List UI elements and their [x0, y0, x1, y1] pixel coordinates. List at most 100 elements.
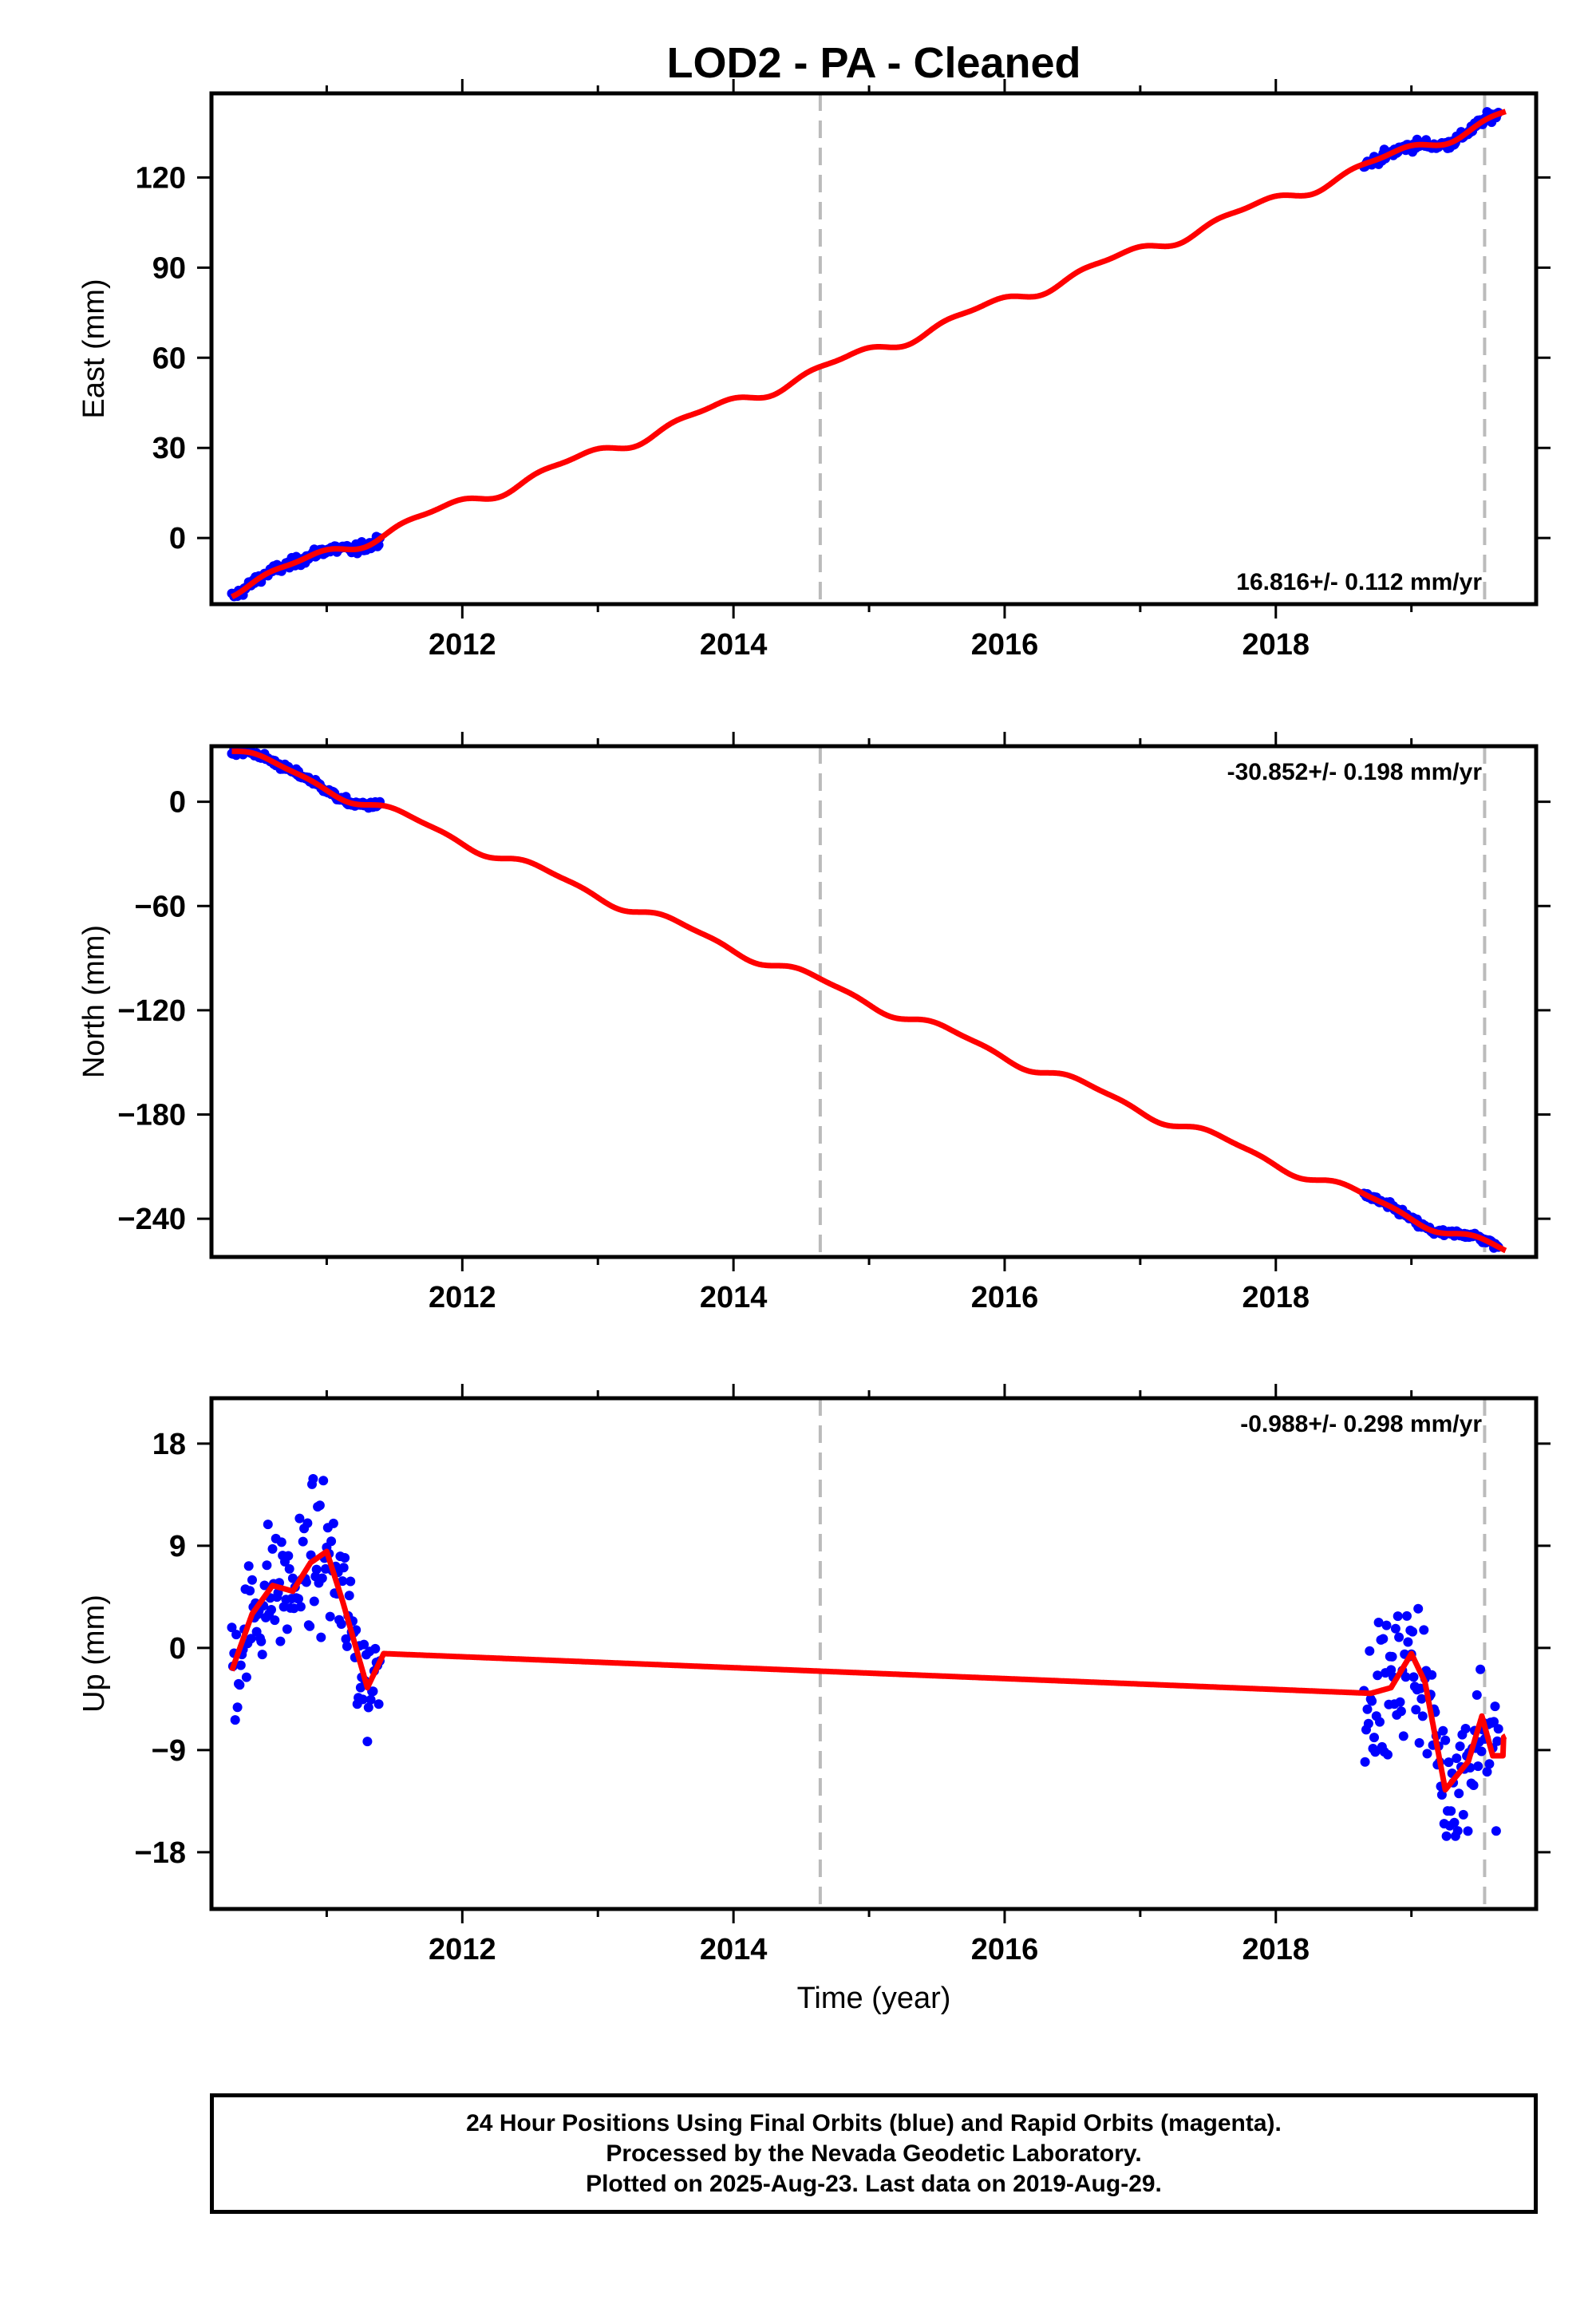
data-point — [1454, 1788, 1464, 1799]
data-point — [246, 1634, 256, 1644]
data-point — [1413, 1603, 1424, 1614]
data-point — [317, 1573, 327, 1583]
data-point — [263, 1520, 273, 1530]
data-point — [358, 1694, 368, 1705]
data-point — [227, 1622, 237, 1633]
data-point — [342, 1641, 352, 1651]
y-tick-label: 120 — [136, 161, 186, 195]
x-tick-label: 2014 — [700, 1281, 768, 1314]
data-point — [1381, 1620, 1392, 1630]
data-point — [1414, 1737, 1424, 1748]
y-tick-label: 60 — [152, 342, 186, 375]
data-point — [328, 1518, 338, 1528]
data-point — [231, 1630, 242, 1640]
data-point — [294, 1513, 305, 1524]
y-tick-label: 90 — [152, 251, 186, 285]
data-point — [1446, 1806, 1456, 1816]
data-point — [298, 1536, 308, 1547]
data-point — [241, 1672, 251, 1682]
data-point — [1484, 1759, 1495, 1769]
data-point — [1493, 1724, 1503, 1734]
data-point — [1458, 1809, 1468, 1820]
data-point — [309, 1596, 319, 1607]
data-point — [316, 1632, 326, 1642]
data-point — [340, 1553, 350, 1563]
data-point — [1411, 1705, 1421, 1715]
data-point — [259, 1580, 270, 1591]
data-point — [1403, 1637, 1413, 1647]
rate-label: 16.816+/- 0.112 mm/yr — [1236, 569, 1482, 595]
data-point — [294, 1594, 303, 1604]
y-axis-label: North (mm) — [77, 925, 111, 1078]
x-tick-label: 2014 — [700, 1933, 768, 1966]
data-point — [262, 1560, 272, 1571]
y-tick-label: 0 — [169, 786, 186, 820]
data-point — [1490, 1701, 1500, 1712]
data-point — [1492, 1736, 1503, 1746]
data-point — [1378, 1634, 1389, 1644]
footer-line-1: 24 Hour Positions Using Final Orbits (bl… — [466, 2109, 1282, 2136]
data-point — [1476, 1746, 1487, 1757]
data-point — [355, 1682, 365, 1693]
data-point — [1455, 1741, 1465, 1752]
data-point — [1473, 1761, 1483, 1772]
data-point — [1452, 1826, 1463, 1836]
data-point — [1373, 1618, 1384, 1627]
data-point — [1416, 1694, 1427, 1704]
y-tick-label: 0 — [169, 522, 186, 555]
data-point — [1408, 1672, 1419, 1682]
x-tick-label: 2012 — [429, 628, 496, 662]
data-point — [1373, 1670, 1383, 1681]
data-point — [1394, 1632, 1404, 1642]
data-point — [373, 1699, 384, 1709]
x-tick-label: 2018 — [1242, 1281, 1310, 1314]
x-axis-label: Time (year) — [797, 1982, 951, 2015]
up-panel: 2012 2014 2016 2018 18 9 0 −9 −18 Up (mm) -0.988+/… — [77, 1384, 1551, 1966]
plot-frame — [209, 1396, 1539, 1911]
data-point — [1419, 1625, 1429, 1635]
data-point — [368, 1686, 378, 1697]
x-tick-label: 2018 — [1242, 628, 1310, 662]
y-tick-label: −18 — [135, 1836, 186, 1870]
data-point — [1489, 1717, 1499, 1727]
model-curve — [229, 748, 1508, 1254]
data-point — [1370, 1747, 1381, 1757]
x-tick-label: 2016 — [971, 628, 1039, 662]
data-point — [1416, 1683, 1425, 1694]
data-point — [1387, 1651, 1397, 1662]
data-point — [370, 1643, 381, 1654]
data-point — [326, 1536, 337, 1547]
data-point — [1438, 1725, 1448, 1736]
data-point — [1476, 1664, 1486, 1674]
data-point — [1390, 1623, 1400, 1634]
x-tick-label: 2018 — [1242, 1933, 1310, 1966]
data-point — [1402, 1611, 1412, 1621]
data-point — [1491, 1826, 1501, 1836]
data-point — [1463, 1826, 1473, 1836]
data-point — [301, 1577, 311, 1587]
data-point — [1383, 1749, 1393, 1760]
y-tick-label: −120 — [117, 994, 186, 1028]
y-tick-label: −9 — [152, 1734, 186, 1768]
y-tick-label: 0 — [169, 1632, 186, 1666]
x-tick-label: 2016 — [971, 1933, 1039, 1966]
data-point — [363, 1702, 373, 1713]
data-point — [1363, 1718, 1373, 1729]
data-point — [1468, 1780, 1479, 1790]
data-point — [282, 1624, 292, 1634]
data-point — [1398, 1731, 1408, 1741]
y-axis-label: Up (mm) — [77, 1595, 111, 1713]
x-tick-label: 2012 — [429, 1933, 496, 1966]
x-tick-label: 2016 — [971, 1281, 1039, 1314]
data-point — [302, 1518, 313, 1528]
data-point — [338, 1563, 349, 1573]
data-point — [346, 1576, 356, 1587]
data-point — [257, 1650, 267, 1660]
data-point — [275, 1636, 286, 1646]
data-point — [1400, 1672, 1411, 1682]
rate-label: -30.852+/- 0.198 mm/yr — [1227, 759, 1483, 785]
y-tick-label: −240 — [117, 1203, 186, 1236]
data-point — [1375, 1717, 1385, 1727]
x-tick-label: 2014 — [700, 628, 768, 662]
